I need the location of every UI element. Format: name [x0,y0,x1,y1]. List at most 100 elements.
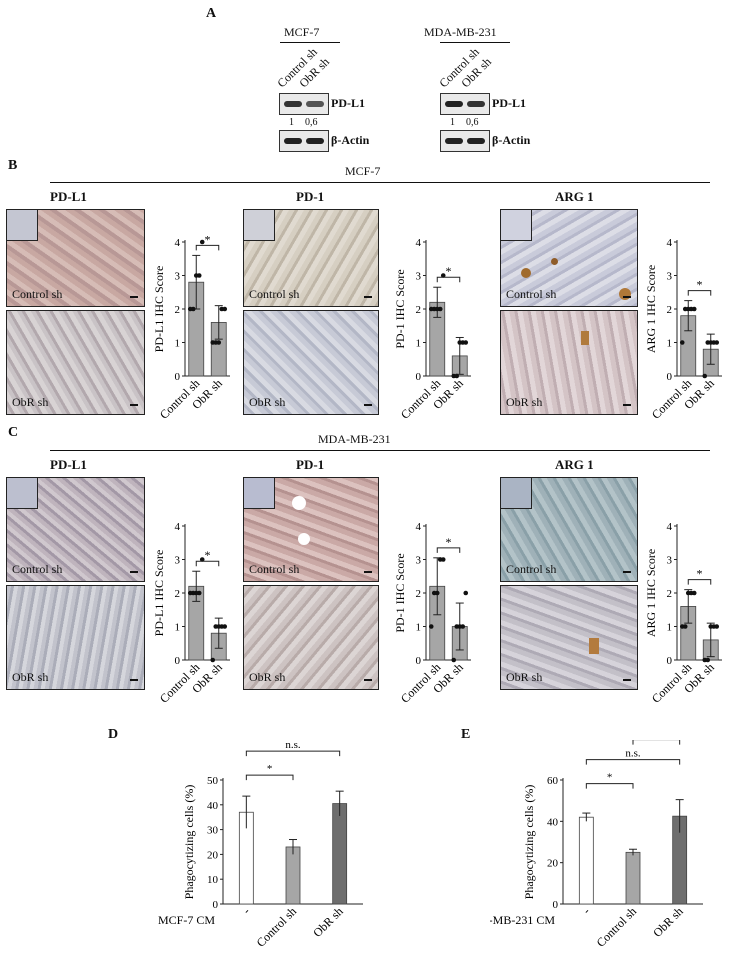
data-point [437,306,443,312]
bar [332,803,348,905]
band [284,138,302,144]
band [445,101,463,107]
data-point [463,590,469,596]
inset [244,478,275,509]
image-label: ObR sh [12,670,49,684]
y-tick-label: 10 [207,874,219,886]
panel-d-letter: D [108,727,119,742]
category-label: Control sh [254,904,299,949]
scale-bar [130,571,138,573]
panel-b-stain-arg1: ARG 1 [555,189,594,204]
inset [7,478,38,509]
scale-bar [130,679,138,681]
micrograph-b-pd1-control: Control sh [243,209,379,307]
band [467,101,485,107]
panel-a-mcf7-label: MCF-7 [284,25,320,39]
inset [244,210,275,241]
y-tick-label: 40 [547,816,559,828]
scale-bar [623,571,631,573]
chart-e: 0 20 40 60 Phagocytizing cells (%) - Control s… [490,740,703,950]
significance-bracket [436,276,461,283]
significance-bracket [632,740,681,745]
significance-label: * [205,548,211,562]
category-label: - [580,904,593,917]
y-axis-label: PD-L1 IHC Score [152,550,166,637]
micrograph-b-arg1-obr: ObR sh [500,310,638,415]
y-tick-label: 20 [547,858,559,870]
significance-bracket [245,774,294,781]
stain-spot [589,638,599,654]
significance-label: * [697,278,703,292]
panel-c-stain-pdl1: PD-L1 [50,457,87,472]
data-point [434,590,440,596]
micrograph-b-pdl1-obr: ObR sh [6,310,145,415]
data-point [199,239,205,245]
micrograph-c-pdl1-control: Control sh [6,477,145,582]
x-axis-title: MCF-7 CM [158,913,215,927]
y-tick-label: 2 [667,304,673,316]
data-point [679,340,685,345]
y-tick-label: 3 [175,555,181,567]
significance-bracket [687,290,712,296]
y-tick-label: 1 [416,338,422,350]
significance-label: * [446,264,452,278]
y-tick-label: 1 [175,338,181,350]
y-tick-label: 4 [175,237,181,249]
data-point [190,306,196,312]
data-point [222,306,228,312]
panel-c-stain-pd1: PD-1 [296,457,325,472]
image-label: ObR sh [249,395,286,409]
micrograph-c-pdl1-obr: ObR sh [6,585,145,690]
micrograph-c-pd1-obr: ObR sh [243,585,379,690]
panel-a-mda-actin-blot [440,130,490,152]
stain-spot [551,258,558,265]
y-tick-label: 3 [416,555,422,567]
panel-b-stain-pdl1: PD-L1 [50,189,87,204]
panel-c-cell-line: MDA-MB-231 [318,432,391,446]
panel-e-letter: E [461,727,471,742]
significance-label: n.s. [285,740,301,751]
scale-bar [623,679,631,681]
scale-bar [364,296,372,298]
y-tick-label: 4 [175,521,181,533]
panel-c-stain-arg1: ARG 1 [555,457,594,472]
image-label: Control sh [12,287,63,301]
significance-bracket [585,759,681,765]
image-label: ObR sh [506,670,543,684]
y-tick-label: 4 [416,237,422,249]
significance-label: * [446,535,452,549]
y-tick-label: 0 [667,371,673,383]
image-label: Control sh [506,287,557,301]
y-axis-label: Phagocytizing cells (%) [182,785,196,900]
data-point [428,624,434,629]
y-axis-label: PD-1 IHC Score [393,553,407,632]
inset [501,210,532,241]
y-tick-label: 2 [175,588,181,600]
y-axis-label: PD-1 IHC Score [393,269,407,348]
scale-bar [364,571,372,573]
band [445,138,463,144]
data-point [210,657,216,663]
y-tick-label: 50 [207,775,219,787]
y-tick-label: 0 [175,371,181,383]
y-tick-label: 2 [175,304,181,316]
y-tick-label: 30 [207,825,219,837]
image-label: Control sh [249,287,300,301]
category-label: ObR sh [650,904,686,940]
band [306,101,324,107]
panel-a-mcf7-pdl1-label: PD-L1 [331,96,365,110]
y-tick-label: 0 [553,899,559,911]
significance-label: n.s. [625,748,641,760]
panel-a-mcf7-actin-blot [279,130,329,152]
image-label: Control sh [249,562,300,576]
data-point [705,657,711,663]
data-point [714,340,720,345]
y-tick-label: 3 [175,271,181,283]
panel-a-mda-pdl1-blot [440,93,490,115]
micrograph-c-pd1-control: Control sh [243,477,379,582]
data-point [460,624,466,629]
y-axis-label: Phagocytizing cells (%) [522,785,536,900]
